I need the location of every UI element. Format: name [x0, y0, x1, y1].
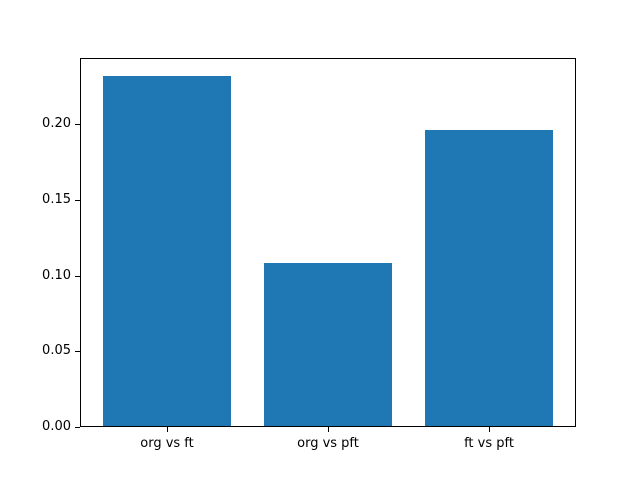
y-tick-mark-0.10 [75, 275, 80, 277]
y-tick-label-0.05: 0.05 [42, 343, 71, 359]
x-tick-mark-org-vs-pft [328, 427, 329, 432]
y-tick-mark-0.15 [75, 199, 80, 201]
bar-org-vs-ft [102, 75, 232, 427]
y-tick-mark-0.05 [75, 351, 80, 353]
y-tick-label-0.15: 0.15 [42, 191, 71, 207]
y-tick-label-0.00: 0.00 [42, 419, 71, 434]
x-tick-mark-org-vs-ft [167, 427, 168, 432]
y-tick-mark-0.00 [75, 427, 80, 428]
x-tick-label-ft-vs-pft: ft vs pft [464, 436, 514, 451]
x-tick-label-org-vs-ft: org vs ft [140, 436, 194, 451]
bar-org-vs-pft [263, 263, 393, 427]
bar-ft-vs-pft [424, 130, 554, 427]
y-tick-label-0.20: 0.20 [42, 116, 71, 131]
x-tick-mark-ft-vs-pft [489, 427, 490, 432]
y-tick-label-0.10: 0.10 [42, 267, 71, 283]
x-tick-label-org-vs-pft: org vs pft [297, 436, 359, 451]
y-tick-mark-0.20 [75, 124, 80, 125]
